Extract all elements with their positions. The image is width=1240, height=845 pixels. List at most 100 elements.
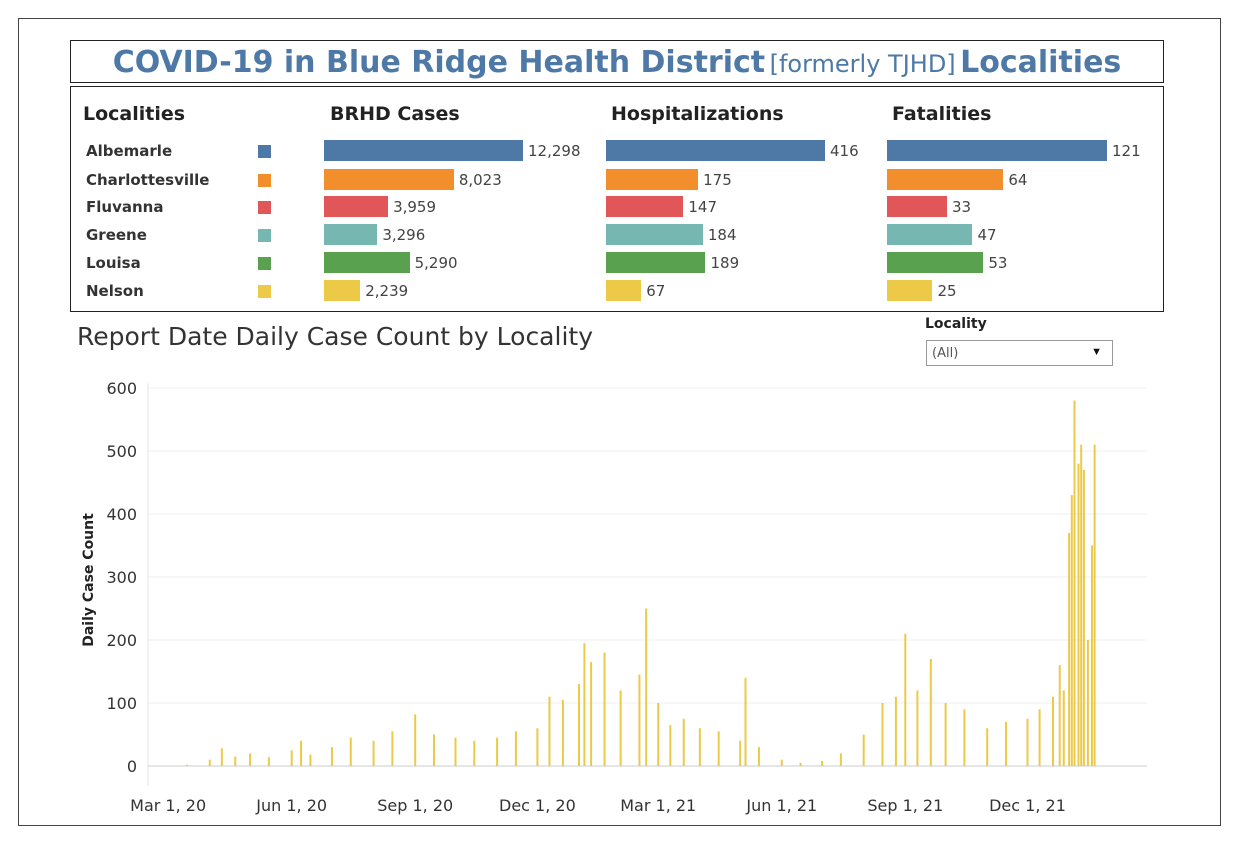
locality-color-swatch [258, 257, 271, 270]
locality-name: Charlottesville [86, 171, 210, 189]
daily-case-bar [1086, 640, 1089, 766]
daily-case-bar [862, 734, 865, 766]
dashboard-title: COVID-19 in Blue Ridge Health District [… [70, 40, 1164, 83]
locality-color-swatch [258, 174, 271, 187]
title-main-part1: COVID-19 in Blue Ridge Health District [112, 45, 766, 80]
x-tick-label: Mar 1, 21 [620, 796, 696, 815]
daily-case-bar [744, 677, 747, 766]
cases-value-label: 3,959 [393, 198, 437, 216]
daily-case-bar [561, 699, 564, 766]
fatalities-bar[interactable] [887, 140, 1107, 161]
hospitalizations-bar[interactable] [606, 224, 703, 245]
fatalities-bar[interactable] [887, 280, 933, 301]
y-tick-label: 100 [106, 694, 137, 713]
daily-case-bar [1070, 495, 1073, 766]
fatalities-bar[interactable] [887, 196, 947, 217]
daily-case-bar [349, 737, 352, 766]
hospitalizations-value-label: 175 [703, 171, 732, 189]
daily-case-bar [1058, 665, 1061, 766]
hospitalizations-bar[interactable] [606, 196, 684, 217]
y-tick-label: 400 [106, 505, 137, 524]
locality-filter-label: Locality [925, 316, 987, 332]
hospitalizations-bar[interactable] [606, 169, 699, 190]
daily-case-bar [267, 757, 270, 766]
daily-case-bar [1090, 545, 1093, 766]
hospitalizations-bar[interactable] [606, 252, 706, 273]
cases-value-label: 3,296 [382, 226, 426, 244]
cases-bar[interactable] [324, 140, 523, 161]
cases-value-label: 2,239 [365, 282, 409, 300]
daily-case-bar [548, 696, 551, 766]
dashboard-frame [18, 18, 1221, 826]
fatalities-value-label: 53 [988, 254, 1008, 272]
fatalities-value-label: 33 [952, 198, 972, 216]
cases-bar[interactable] [324, 280, 361, 301]
y-tick-label: 500 [106, 442, 137, 461]
x-tick-label: Jun 1, 21 [745, 796, 817, 815]
cases-bar[interactable] [324, 196, 389, 217]
locality-name: Fluvanna [86, 198, 164, 216]
daily-case-bar [739, 740, 742, 766]
locality-color-swatch [258, 145, 271, 158]
hospitalizations-value-label: 416 [830, 142, 859, 160]
daily-case-bar [757, 747, 760, 766]
daily-case-bar [300, 740, 303, 766]
fatalities-bar[interactable] [887, 252, 984, 273]
daily-case-bar [473, 740, 476, 766]
cases-bar[interactable] [324, 252, 410, 273]
y-tick-label: 200 [106, 631, 137, 650]
fatalities-bar[interactable] [887, 169, 1004, 190]
daily-case-bar [603, 652, 606, 766]
locality-name: Louisa [86, 254, 141, 272]
daily-case-bar [290, 750, 293, 766]
locality-name: Nelson [86, 282, 144, 300]
daily-case-bar [578, 684, 581, 766]
daily-case-bar [669, 725, 672, 766]
daily-case-bar [234, 756, 237, 766]
daily-case-bar [944, 703, 947, 766]
daily-case-bar [1026, 718, 1029, 766]
daily-case-bar [799, 762, 802, 766]
hospitalizations-bar[interactable] [606, 280, 642, 301]
x-tick-label: Jun 1, 20 [255, 796, 327, 815]
daily-case-bar [414, 714, 417, 766]
daily-case-bar [619, 690, 622, 766]
y-tick-label: 0 [127, 757, 137, 776]
fatalities-value-label: 47 [977, 226, 997, 244]
daily-case-bar [185, 764, 188, 766]
cases-bar[interactable] [324, 169, 454, 190]
hospitalizations-value-label: 67 [646, 282, 666, 300]
localities-header: Localities [83, 103, 186, 125]
daily-case-bar [1038, 709, 1041, 766]
locality-color-swatch [258, 229, 271, 242]
locality-summary-panel [70, 86, 1164, 312]
daily-case-bar [309, 754, 312, 766]
daily-case-bar [1077, 463, 1080, 766]
locality-color-swatch [258, 285, 271, 298]
x-tick-label: Dec 1, 20 [499, 796, 576, 815]
daily-case-bar [1068, 532, 1071, 766]
locality-color-swatch [258, 201, 271, 214]
daily-case-bar [1080, 444, 1083, 766]
dropdown-caret-icon: ▼ [1091, 346, 1102, 358]
daily-case-bar [839, 753, 842, 766]
fatalities-value-label: 25 [937, 282, 957, 300]
locality-filter-value: (All) [932, 346, 959, 361]
daily-case-bar [881, 703, 884, 766]
title-main-part2: Localities [960, 45, 1122, 80]
hospitalizations-value-label: 147 [688, 198, 718, 216]
fatalities-bar[interactable] [887, 224, 973, 245]
cases-bar[interactable] [324, 224, 378, 245]
daily-case-bar [514, 731, 517, 766]
fatalities-value-label: 64 [1008, 171, 1028, 189]
y-tick-label: 300 [106, 568, 137, 587]
locality-name: Albemarle [86, 142, 173, 160]
daily-case-bar [1052, 696, 1055, 766]
cases-value-label: 5,290 [414, 254, 458, 272]
fatalities-value-label: 121 [1112, 142, 1141, 160]
daily-case-bar [698, 728, 701, 766]
hospitalizations-bar[interactable] [606, 140, 825, 161]
locality-filter-dropdown[interactable]: (All) ▼ [926, 340, 1113, 366]
daily-case-bar [963, 709, 966, 766]
daily-case-bar [929, 658, 932, 766]
